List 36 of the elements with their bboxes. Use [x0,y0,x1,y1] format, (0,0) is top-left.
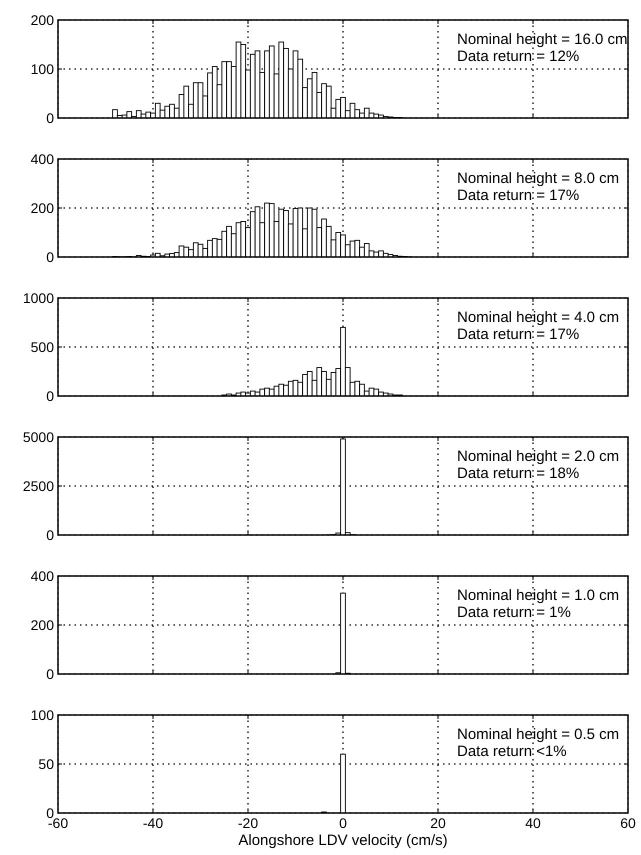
x-tick-label: 60 [620,815,636,831]
y-tick-label: 200 [30,200,54,216]
y-tick-label: 50 [38,756,54,772]
annotation: Nominal height = 0.5 cm [457,726,620,743]
y-tick-label: 500 [30,339,54,355]
y-tick-label: 5000 [22,429,54,445]
y-tick-label: 0 [46,527,54,543]
annotation: Data return = 1% [457,604,571,621]
y-tick-label: 100 [30,707,54,723]
annotation: Nominal height = 2.0 cm [457,448,620,465]
y-tick-label: 1000 [22,290,54,306]
annotation: Data return = 17% [457,187,580,204]
y-tick-label: 100 [30,61,54,77]
annotation: Nominal height = 16.0 cm [457,31,628,48]
annotation: Data return = 12% [457,48,580,65]
y-tick-label: 400 [30,151,54,167]
y-tick-label: 0 [46,388,54,404]
y-tick-label: 2500 [22,478,54,494]
y-tick-label: 0 [46,110,54,126]
annotation: Nominal height = 4.0 cm [457,309,620,326]
y-tick-label: 200 [30,617,54,633]
annotation: Data return <1% [457,743,567,760]
y-tick-label: 0 [46,249,54,265]
annotation: Nominal height = 8.0 cm [457,170,620,187]
x-tick-label: 0 [339,815,348,831]
x-tick-label: 40 [525,815,541,831]
y-tick-label: 0 [46,666,54,682]
x-axis-title: Alongshore LDV velocity (cm/s) [238,832,448,849]
annotation: Data return = 18% [457,465,580,482]
annotation: Nominal height = 1.0 cm [457,587,620,604]
x-tick-label: 20 [430,815,446,831]
x-tick-label: -20 [238,815,258,831]
y-tick-label: 400 [30,568,54,584]
y-tick-label: 200 [30,12,54,28]
annotation: Data return = 17% [457,326,580,343]
x-tick-label: -40 [142,815,164,831]
